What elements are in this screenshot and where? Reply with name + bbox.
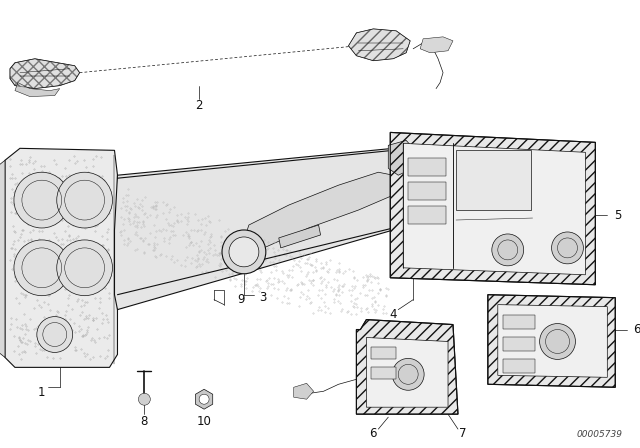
Text: 2: 2 [195,99,203,112]
Text: 6: 6 [633,323,640,336]
Bar [503,314,534,328]
Circle shape [540,323,575,359]
Text: 7: 7 [460,426,467,439]
Polygon shape [10,59,79,89]
Polygon shape [498,305,607,377]
Circle shape [392,358,424,390]
Polygon shape [294,383,314,399]
Polygon shape [388,140,413,175]
Circle shape [229,237,259,267]
Bar [371,348,396,359]
Circle shape [57,240,113,296]
Circle shape [492,234,524,266]
Polygon shape [195,389,212,409]
Bar [503,337,534,351]
Polygon shape [403,143,586,275]
Polygon shape [356,319,458,414]
Bar [408,206,446,224]
Text: 5: 5 [614,208,621,222]
Polygon shape [5,148,118,367]
Polygon shape [239,172,393,255]
Polygon shape [420,37,453,53]
Circle shape [14,240,70,296]
Bar [408,158,446,176]
Circle shape [222,230,266,274]
Polygon shape [115,148,398,310]
Polygon shape [279,225,321,248]
Circle shape [552,232,584,264]
Text: 8: 8 [141,415,148,428]
Circle shape [37,317,73,353]
Polygon shape [348,29,410,61]
Polygon shape [15,82,60,97]
Text: 1: 1 [38,386,45,399]
Text: 3: 3 [259,291,266,304]
Polygon shape [390,133,595,285]
Text: 6: 6 [369,426,377,439]
Text: 10: 10 [196,415,212,428]
Bar [408,182,446,200]
Text: 4: 4 [390,308,397,321]
Bar [371,367,396,379]
Polygon shape [488,295,615,387]
Polygon shape [0,160,5,358]
Polygon shape [366,337,448,407]
Bar [456,151,531,210]
Bar [503,359,534,373]
Text: 9: 9 [237,293,244,306]
Text: 00005739: 00005739 [576,430,622,439]
Circle shape [57,172,113,228]
Circle shape [138,393,150,405]
Circle shape [199,394,209,404]
Circle shape [14,172,70,228]
